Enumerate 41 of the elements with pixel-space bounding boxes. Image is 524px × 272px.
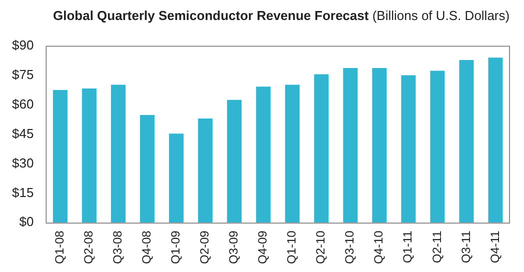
chart-subtitle: (Billions of U.S. Dollars) <box>372 8 510 23</box>
x-tick-label: Q4-10 <box>372 230 386 264</box>
x-tick-label: Q2-10 <box>314 230 328 264</box>
bar <box>198 118 213 223</box>
bar <box>285 84 300 223</box>
x-tick-label: Q4-09 <box>256 230 270 264</box>
x-tick-label: Q2-09 <box>198 230 212 264</box>
bar <box>459 60 474 223</box>
bar <box>401 75 416 223</box>
bar <box>430 70 445 223</box>
x-tick-label: Q3-10 <box>342 230 357 264</box>
x-tick-label: Q1-11 <box>400 230 415 264</box>
y-tick-label: $75 <box>12 66 34 82</box>
bar <box>140 114 155 223</box>
x-tick-label: Q4-08 <box>140 230 154 264</box>
y-tick-label: $60 <box>12 96 34 112</box>
bar <box>343 68 358 223</box>
bar <box>372 68 387 223</box>
bar <box>52 90 68 223</box>
bar <box>110 84 126 223</box>
y-tick-label: $90 <box>12 37 34 52</box>
x-tick-label: Q2-11 <box>430 230 444 264</box>
y-tick-label: $15 <box>12 184 34 200</box>
bar <box>488 58 503 223</box>
y-tick-label: $30 <box>12 155 34 170</box>
x-tick-label: Q1-10 <box>284 230 299 264</box>
bar <box>169 134 184 223</box>
x-tick-label: Q1-09 <box>168 230 183 264</box>
y-tick-label: $0 <box>19 214 34 230</box>
chart-title: Global Quarterly Semiconductor Revenue Forecast <box>53 8 369 23</box>
x-tick-label: Q3-11 <box>458 230 473 264</box>
bar <box>82 88 96 223</box>
bar <box>314 74 329 223</box>
bar <box>227 100 242 223</box>
bar <box>256 86 271 223</box>
x-tick-label: Q3-08 <box>110 230 125 264</box>
x-tick-label: Q4-11 <box>488 230 502 264</box>
x-tick-label: Q2-08 <box>82 230 96 264</box>
x-tick-label: Q3-09 <box>226 230 241 264</box>
x-tick-label: Q1-08 <box>52 230 67 264</box>
y-tick-label: $45 <box>12 126 34 141</box>
